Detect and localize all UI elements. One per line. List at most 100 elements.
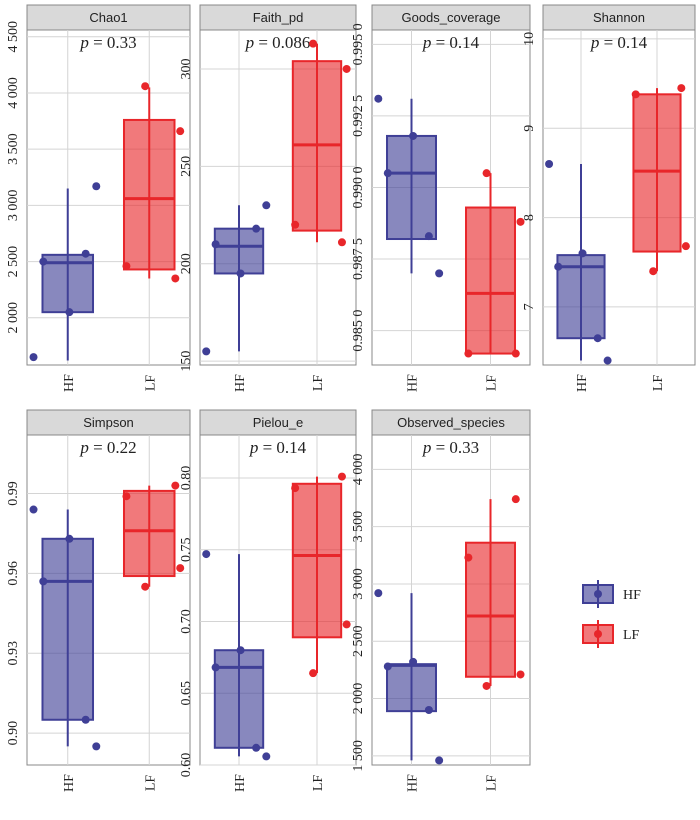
point	[435, 269, 444, 278]
point	[81, 715, 90, 724]
point	[211, 240, 220, 249]
legend: HF LF	[582, 580, 641, 648]
p-value: p = 0.14	[422, 33, 480, 52]
y-tick-label: 2 000	[351, 683, 366, 715]
panel-title: Goods_coverage	[401, 10, 500, 25]
y-tick-label: 4 000	[351, 454, 366, 486]
legend-point	[594, 630, 602, 638]
p-text: = 0.14	[599, 33, 647, 52]
point	[291, 220, 300, 229]
p-text: = 0.086	[254, 33, 310, 52]
point	[92, 182, 101, 191]
point	[511, 495, 520, 504]
x-tick-label: HF	[406, 774, 421, 792]
y-tick-label: 0.995 0	[351, 23, 366, 65]
x-tick-label: LF	[143, 375, 158, 392]
y-tick-label: 0.80	[179, 466, 194, 491]
point	[342, 64, 351, 73]
point	[309, 669, 318, 678]
point	[435, 756, 444, 765]
box	[386, 663, 437, 713]
point	[464, 349, 473, 358]
panel-title: Pielou_e	[253, 415, 304, 430]
y-tick-label: 7	[522, 303, 537, 310]
x-tick-label: HF	[233, 374, 248, 392]
point	[337, 472, 346, 481]
strip	[199, 409, 357, 436]
x-tick-label: LF	[485, 775, 500, 792]
legend-label: LF	[623, 628, 640, 643]
point	[29, 353, 38, 362]
point	[677, 84, 686, 93]
x-tick-label: LF	[651, 375, 666, 392]
point	[252, 743, 261, 752]
point	[482, 681, 491, 690]
x-tick-label: HF	[233, 774, 248, 792]
box	[213, 227, 265, 275]
y-tick-label: 0.990 0	[351, 166, 366, 208]
point	[409, 657, 418, 666]
p-symbol: p	[422, 438, 432, 457]
point	[176, 127, 185, 136]
point	[39, 577, 48, 586]
point	[29, 505, 38, 514]
panel: Goods_coverage 0.985 0 0.987 5 0.990 0 0.992…	[351, 4, 531, 392]
y-tick-label: 0.99	[6, 481, 21, 506]
y-tick-label: 0.70	[179, 609, 194, 634]
point	[383, 169, 392, 178]
x-tick-label: HF	[62, 374, 77, 392]
strip	[371, 4, 531, 31]
point	[554, 262, 563, 271]
y-tick-label: 2 000	[6, 302, 21, 334]
y-tick-label: 250	[179, 156, 194, 177]
p-text: = 0.14	[258, 438, 306, 457]
box	[465, 206, 516, 355]
point	[211, 663, 220, 672]
p-text: = 0.33	[89, 33, 137, 52]
y-tick-label: 0.93	[6, 641, 21, 666]
p-symbol: p	[79, 438, 89, 457]
point	[122, 262, 131, 271]
point	[649, 267, 658, 276]
p-symbol: p	[249, 438, 259, 457]
point	[122, 492, 131, 501]
point	[262, 752, 271, 761]
y-tick-label: 2 500	[351, 626, 366, 658]
p-value: p = 0.14	[590, 33, 648, 52]
y-tick-label: 3 000	[351, 568, 366, 600]
point	[424, 706, 433, 714]
point	[482, 169, 491, 178]
panel-title: Simpson	[83, 415, 134, 430]
point	[141, 582, 150, 591]
box	[122, 118, 176, 271]
p-value: p = 0.22	[79, 438, 136, 457]
strip	[26, 409, 191, 436]
point	[252, 224, 261, 233]
x-tick-label: LF	[311, 375, 326, 392]
strip	[542, 4, 696, 31]
y-tick-label: 0.60	[179, 753, 194, 778]
panel: Pielou_e 0.60 0.65 0.70 0.75 0.80 HF LF p = 0.14	[179, 409, 357, 792]
box	[386, 134, 437, 241]
panel-title: Shannon	[593, 10, 645, 25]
point	[593, 334, 602, 343]
y-tick-label: 0.65	[179, 681, 194, 706]
y-tick-label: 150	[179, 351, 194, 372]
p-text: = 0.22	[89, 438, 137, 457]
y-tick-label: 3 500	[351, 511, 366, 543]
box	[291, 482, 343, 639]
p-symbol: p	[245, 33, 255, 52]
box	[213, 649, 265, 749]
point	[337, 238, 346, 247]
p-symbol: p	[590, 33, 600, 52]
legend-label: HF	[623, 588, 641, 603]
point	[176, 564, 185, 573]
point	[65, 308, 74, 317]
point	[262, 201, 271, 210]
point	[681, 242, 690, 251]
p-value: p = 0.14	[249, 438, 307, 457]
strip	[199, 4, 357, 31]
y-tick-label: 8	[522, 214, 537, 221]
point	[39, 257, 48, 266]
p-symbol: p	[79, 33, 89, 52]
